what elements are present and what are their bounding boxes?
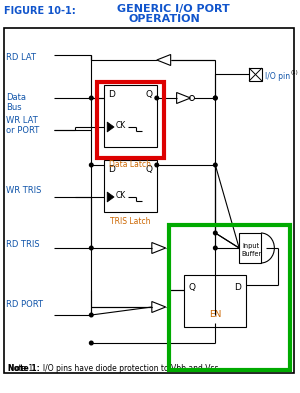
Polygon shape: [177, 92, 190, 103]
Text: Note 1:   I/O pins have diode protection to Vbb and Vss.: Note 1: I/O pins have diode protection t…: [8, 364, 221, 373]
Text: CK: CK: [116, 191, 126, 200]
Circle shape: [214, 163, 217, 167]
Polygon shape: [157, 55, 171, 66]
Text: I/O pin: I/O pin: [265, 72, 290, 81]
Bar: [104, 85, 157, 147]
Text: FIGURE 10-1:: FIGURE 10-1:: [4, 6, 76, 16]
Bar: [169, 225, 290, 370]
Text: GENERIC I/O PORT: GENERIC I/O PORT: [117, 4, 230, 14]
Text: D: D: [108, 90, 115, 99]
Text: (1): (1): [291, 70, 298, 75]
Circle shape: [155, 96, 159, 100]
Bar: [184, 275, 246, 327]
Text: Q: Q: [188, 283, 196, 292]
Text: CK: CK: [116, 121, 126, 130]
Bar: [104, 160, 157, 212]
Circle shape: [89, 313, 93, 317]
Text: OPERATION: OPERATION: [129, 14, 201, 24]
Polygon shape: [152, 301, 166, 312]
Text: Q: Q: [146, 165, 153, 174]
Circle shape: [214, 246, 217, 250]
Text: Data Latch: Data Latch: [109, 160, 151, 169]
Text: WR LAT
or PORT: WR LAT or PORT: [6, 116, 39, 136]
Text: RD PORT: RD PORT: [6, 300, 43, 309]
Text: WR TRIS: WR TRIS: [6, 186, 41, 195]
Polygon shape: [152, 242, 166, 253]
Circle shape: [89, 163, 93, 167]
Polygon shape: [107, 192, 114, 202]
Text: Data
Bus: Data Bus: [6, 93, 26, 112]
Circle shape: [155, 163, 159, 167]
Text: RD TRIS: RD TRIS: [6, 240, 40, 249]
Text: D: D: [108, 165, 115, 174]
Text: Buffer: Buffer: [241, 251, 261, 257]
Text: Note 1:: Note 1:: [8, 364, 40, 373]
Text: D: D: [234, 283, 241, 292]
Bar: [97, 82, 164, 158]
Text: EN: EN: [208, 310, 221, 319]
Circle shape: [89, 96, 93, 100]
Circle shape: [214, 96, 217, 100]
Bar: [239, 233, 261, 263]
Text: RD LAT: RD LAT: [6, 53, 36, 62]
Text: TRIS Latch: TRIS Latch: [110, 217, 150, 226]
Circle shape: [89, 246, 93, 250]
Text: Q: Q: [146, 90, 153, 99]
Bar: [249, 68, 262, 81]
Text: Input: Input: [242, 243, 260, 249]
Polygon shape: [107, 122, 114, 132]
Bar: [4, 28, 294, 373]
Circle shape: [214, 96, 217, 100]
Circle shape: [214, 231, 217, 235]
Circle shape: [89, 341, 93, 345]
